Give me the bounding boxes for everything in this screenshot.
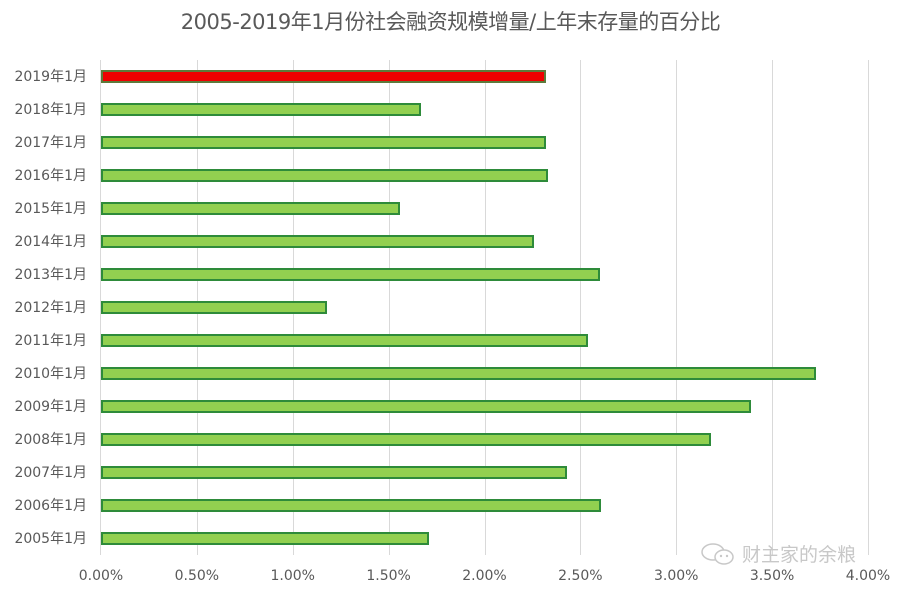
x-tick-label: 2.50% xyxy=(558,568,603,584)
x-tick-label: 1.50% xyxy=(366,568,411,584)
bar xyxy=(101,103,422,116)
bar-row: 2010年1月 xyxy=(14,357,868,390)
category-label: 2005年1月 xyxy=(14,531,87,547)
category-label: 2018年1月 xyxy=(14,102,87,118)
x-tick-label: 3.50% xyxy=(749,568,795,584)
chart-title: 2005-2019年1月份社会融资规模增量/上年末存量的百分比 xyxy=(180,10,721,34)
watermark-text: 财主家的余粮 xyxy=(742,544,857,566)
category-label: 2014年1月 xyxy=(14,234,87,250)
bar xyxy=(101,202,401,215)
gridline xyxy=(580,60,582,555)
category-label: 2019年1月 xyxy=(14,69,87,85)
bar xyxy=(101,466,567,479)
bar-row: 2015年1月 xyxy=(14,192,868,225)
bar-row: 2012年1月 xyxy=(14,291,868,324)
x-tick-label: 1.00% xyxy=(270,568,315,584)
gridline xyxy=(484,60,486,555)
watermark: 财主家的余粮 xyxy=(700,540,856,567)
bar xyxy=(101,433,711,446)
bar-row: 2009年1月 xyxy=(14,390,868,423)
bar xyxy=(101,301,328,314)
category-label: 2007年1月 xyxy=(14,465,87,481)
category-label: 2017年1月 xyxy=(14,135,87,151)
bar-row: 2006年1月 xyxy=(14,489,868,522)
bar xyxy=(101,400,752,413)
bar-row: 2007年1月 xyxy=(14,456,868,489)
x-tick-label: 0.00% xyxy=(78,568,124,584)
bar-row: 2005年1月 xyxy=(14,522,868,555)
bar-row: 2011年1月 xyxy=(14,324,868,357)
category-label: 2008年1月 xyxy=(14,432,87,448)
bar-row: 2013年1月 xyxy=(14,258,868,291)
category-label: 2016年1月 xyxy=(14,168,87,184)
gridline xyxy=(388,60,390,555)
bar xyxy=(101,169,548,182)
category-label: 2011年1月 xyxy=(14,333,87,349)
bar xyxy=(101,268,600,281)
bar-row: 2018年1月 xyxy=(14,93,868,126)
gridline xyxy=(772,60,774,555)
bar-row: 2017年1月 xyxy=(14,126,868,159)
category-label: 2006年1月 xyxy=(14,498,87,514)
bar-row: 2016年1月 xyxy=(14,159,868,192)
y-axis-line xyxy=(100,60,101,555)
category-label: 2015年1月 xyxy=(14,201,87,217)
plot-area: 2019年1月 2018年1月 2017年1月 2016年1月 2015年1月 2014年… xyxy=(14,60,890,584)
bar xyxy=(101,334,589,347)
bar xyxy=(101,532,429,545)
x-tick-label: 3.00% xyxy=(654,568,699,584)
x-tick-label: 4.00% xyxy=(845,568,891,584)
bar xyxy=(101,136,546,149)
x-tick-label: 0.50% xyxy=(174,568,220,584)
bar-row: 2019年1月 xyxy=(14,60,868,93)
category-label: 2010年1月 xyxy=(14,366,87,382)
category-label: 2009年1月 xyxy=(14,399,87,415)
bar-row: 2008年1月 xyxy=(14,423,868,456)
bar-row: 2014年1月 xyxy=(14,225,868,258)
category-label: 2012年1月 xyxy=(14,300,87,316)
wechat-icon xyxy=(701,542,734,565)
category-label: 2013年1月 xyxy=(14,267,87,283)
bar xyxy=(101,499,602,512)
gridline xyxy=(868,60,869,555)
gridline xyxy=(676,60,678,555)
bar xyxy=(101,367,817,380)
x-tick-label: 2.00% xyxy=(462,568,507,584)
bar xyxy=(101,70,546,83)
bar xyxy=(101,235,535,248)
